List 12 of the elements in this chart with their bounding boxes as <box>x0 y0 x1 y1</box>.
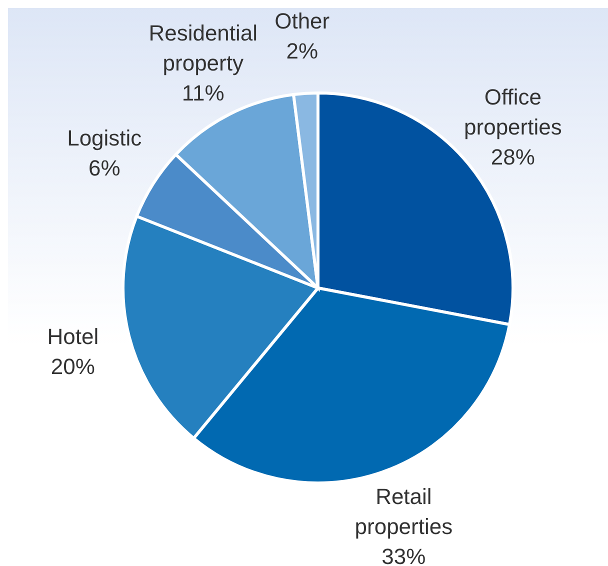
data-label: 6% <box>88 154 120 180</box>
slice-label: Hotel <box>47 323 99 348</box>
slice-label: Other <box>274 8 330 33</box>
slice-label: Logistic <box>67 124 142 150</box>
data-label: 28% <box>490 144 535 170</box>
data-label: 33% <box>382 544 426 566</box>
slice-label: Office properties <box>464 84 562 140</box>
slice-label: Retail properties <box>354 484 453 539</box>
slice-label: Residential property <box>148 20 258 76</box>
data-label: 20% <box>50 353 95 378</box>
data-label: 11% <box>182 80 224 106</box>
data-label: 2% <box>286 38 318 63</box>
